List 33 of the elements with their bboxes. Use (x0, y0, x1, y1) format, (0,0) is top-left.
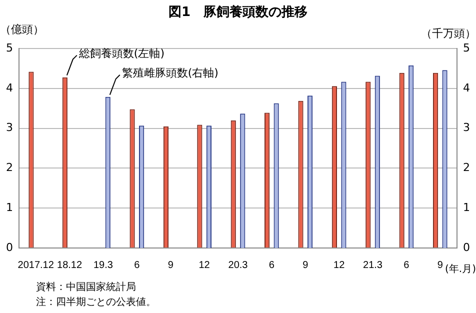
x-tick-label: 20.3 (228, 260, 248, 271)
chart-title: 図1 豚飼養頭数の推移 (167, 4, 309, 21)
x-tick-label: 6 (268, 260, 275, 271)
y2-tick-label: 0 (463, 240, 470, 254)
y2-tick-label: 2 (463, 161, 470, 174)
y-tick-label: 2 (6, 161, 13, 174)
y-axis-title: （億頭） (0, 22, 44, 37)
x-tick-label: 12 (334, 260, 346, 271)
y2-tick-label: 3 (463, 121, 470, 134)
text: 注：四半期ごとの公表値。 (36, 296, 156, 310)
x-tick-label: 9 (302, 260, 309, 271)
y-tick-label: 1 (6, 200, 13, 214)
y-tick-label: 5 (6, 41, 13, 54)
y2-axis-title: （千万頭） (421, 26, 476, 41)
x-tick-label: 9 (437, 260, 444, 271)
text: 総飼養頭数(左軸) (78, 47, 164, 60)
y-tick-label: 0 (6, 240, 13, 254)
y2-tick-label: 4 (463, 81, 470, 94)
x-tick-label: 9 (168, 260, 174, 271)
text: 繁殖雌豚頭数(右軸) (122, 66, 218, 80)
x-tick-label: 6 (404, 260, 410, 271)
x-tick-label: 2017.12 (18, 260, 54, 271)
y-tick-label: 3 (6, 121, 13, 134)
x-tick-label: 6 (134, 260, 140, 271)
x-axis-title: (年.月) (445, 263, 476, 276)
text: 資料：中国国家統計局 (36, 280, 137, 295)
y-tick-label: 4 (6, 81, 13, 94)
y2-tick-label: 5 (463, 41, 470, 54)
y2-tick-label: 1 (463, 200, 470, 214)
x-tick-label: 19.3 (93, 260, 114, 271)
x-tick-label: 18.12 (57, 260, 82, 271)
x-tick-label: 21.3 (363, 260, 383, 271)
x-tick-label: 12 (198, 260, 210, 271)
